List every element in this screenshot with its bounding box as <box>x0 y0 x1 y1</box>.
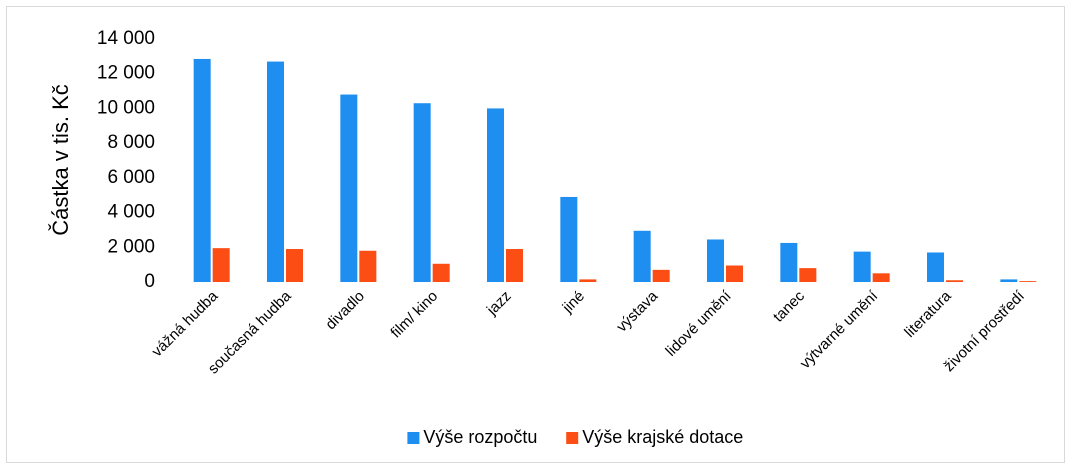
y-tick-label: 8 000 <box>107 132 155 153</box>
bar <box>927 252 944 282</box>
bar <box>799 268 817 282</box>
chart-frame <box>6 6 1065 463</box>
bar <box>359 250 377 282</box>
bar <box>413 103 431 282</box>
y-tick-label: 12 000 <box>97 63 155 84</box>
y-tick-label: 10 000 <box>97 97 155 118</box>
bar <box>212 248 230 282</box>
bar <box>193 58 211 283</box>
bar <box>1019 281 1037 282</box>
bar <box>579 279 597 282</box>
y-tick-label: 14 000 <box>97 28 155 49</box>
y-tick-label: 2 000 <box>107 236 155 257</box>
legend-swatch <box>407 432 420 444</box>
bar <box>487 108 504 282</box>
bar <box>707 239 724 282</box>
y-tick-label: 0 <box>144 271 155 292</box>
bar <box>726 265 743 282</box>
bar <box>340 94 358 283</box>
legend-label: Výše rozpočtu <box>423 427 537 447</box>
bar <box>267 61 284 282</box>
legend-item: Výše rozpočtu <box>407 427 537 447</box>
bar <box>853 251 871 282</box>
bar <box>506 249 523 282</box>
legend-label: Výše krajské dotace <box>582 427 743 447</box>
y-tick-label: 6 000 <box>107 167 155 188</box>
y-tick-label: 4 000 <box>107 202 155 223</box>
legend-swatch <box>566 432 579 444</box>
bar <box>780 242 798 282</box>
y-axis-title: Částka v tis. Kč <box>48 84 73 236</box>
bar <box>633 230 651 282</box>
bar <box>1000 279 1018 282</box>
bar <box>652 269 670 282</box>
bar <box>560 196 578 282</box>
bar <box>872 273 890 282</box>
legend-item: Výše krajské dotace <box>566 427 743 447</box>
bar <box>432 263 450 282</box>
bar <box>946 280 963 282</box>
bar <box>286 249 303 282</box>
